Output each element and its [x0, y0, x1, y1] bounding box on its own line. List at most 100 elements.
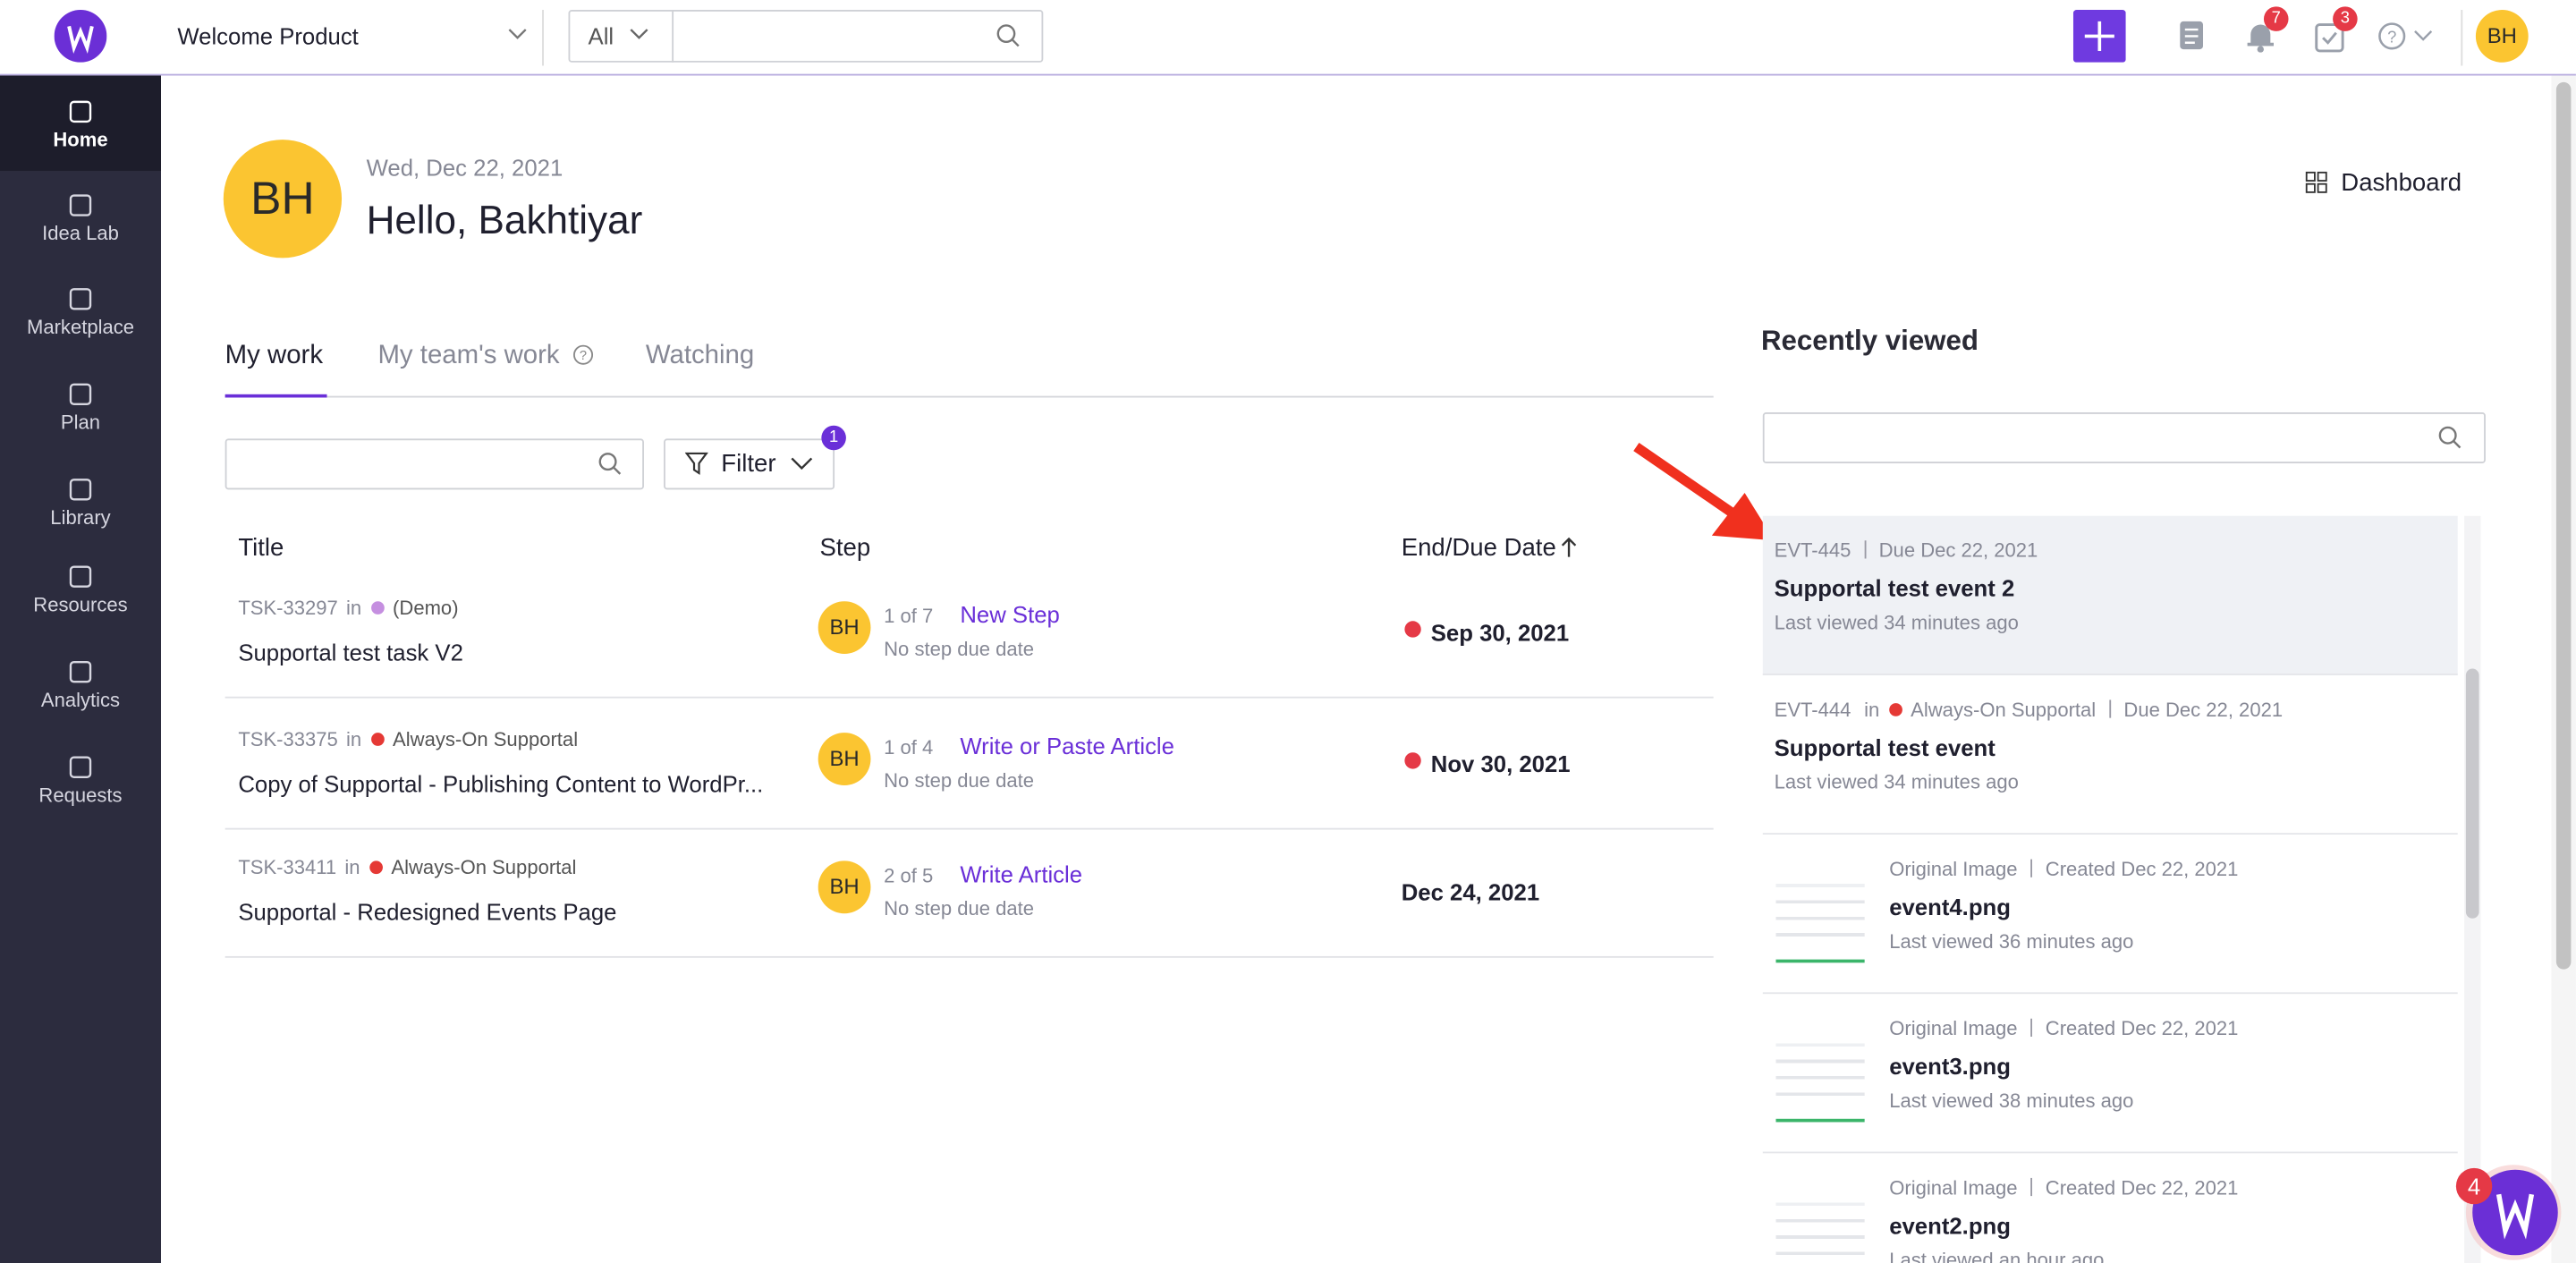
tabs-line [225, 395, 1714, 398]
recent-item[interactable]: EVT-444 in Always-On Supportal Due Dec 22, … [1762, 675, 2458, 835]
nav-item[interactable]: Library [50, 505, 111, 530]
tab[interactable]: Watching [645, 342, 755, 370]
project-name[interactable]: (Demo) [393, 596, 459, 620]
nav-item[interactable]: Resources [33, 593, 128, 616]
step-name[interactable]: Write or Paste Article [960, 733, 1174, 759]
step-name[interactable]: New Step [960, 601, 1060, 628]
nav-icon [69, 194, 92, 216]
item-meta: Original Image Created Dec 22, 2021 [1889, 1017, 2238, 1040]
item-kind: Original Image [1889, 857, 2018, 881]
task-title[interactable]: Supportal - Redesigned Events Page [238, 898, 617, 926]
notifications-icon[interactable] [2246, 20, 2275, 53]
project-dot [371, 601, 385, 615]
scroll-thumb[interactable] [2465, 668, 2479, 919]
tab-active[interactable]: My work [225, 342, 324, 370]
project-dot [369, 860, 384, 875]
work-search[interactable] [225, 438, 644, 490]
step-count: 1 of 7 [884, 604, 934, 628]
tasks-icon[interactable] [2315, 20, 2344, 53]
tasks-badge: 3 [2333, 6, 2358, 31]
nav-item[interactable]: Plan [60, 411, 101, 434]
project-name[interactable]: Always-On Supportal [393, 727, 579, 751]
dashboard-icon [2305, 171, 2327, 193]
info-icon: ? [573, 344, 594, 365]
item-meta: Original Image Created Dec 22, 2021 [1889, 1176, 2238, 1199]
in-label: in [345, 727, 362, 751]
create-button[interactable] [2072, 10, 2126, 63]
item-kind: Original Image [1889, 1176, 2018, 1199]
nav-icon [69, 383, 92, 406]
in-label: in [345, 596, 362, 620]
sort-icon[interactable] [1559, 536, 1579, 559]
assignee-avatar: BH [818, 733, 871, 785]
recent-item[interactable]: EVT-445 Due Dec 22, 2021 Supportal test ev… [1762, 515, 2458, 675]
column-header[interactable]: End/Due Date [1401, 533, 1556, 563]
item-meta: Original Image Created Dec 22, 2021 [1889, 858, 2238, 881]
overdue-icon [1404, 621, 1421, 638]
project-dot [371, 733, 385, 746]
recent-search[interactable] [1762, 412, 2486, 463]
row-divider [225, 696, 1714, 699]
column-header: Step [819, 533, 871, 563]
item-title: Supportal test event 2 [1774, 574, 2015, 602]
chevron [630, 29, 648, 39]
task-meta: TSK-33411 in Always-On Supportal [238, 856, 576, 879]
task-id: TSK-33297 [238, 596, 338, 620]
docs-icon[interactable] [2178, 20, 2204, 53]
search-scope[interactable] [568, 10, 674, 63]
recent-item[interactable]: Original Image Created Dec 22, 2021 event3… [1762, 994, 2458, 1154]
separator [2030, 1018, 2033, 1037]
item-title: Supportal test event [1774, 734, 1996, 761]
due-date: Sep 30, 2021 [1430, 619, 1570, 646]
thumbnail [1775, 1186, 1865, 1263]
step-due: No step due date [884, 896, 1035, 920]
filter-button[interactable] [664, 438, 835, 490]
nav-item[interactable]: Home [53, 128, 108, 151]
active-nav-bg [0, 75, 161, 172]
task-meta: TSK-33297 in (Demo) [238, 597, 458, 620]
recent-title: Recently viewed [1760, 325, 1979, 357]
dashboard-link[interactable]: Dashboard [2341, 169, 2462, 198]
item-title: event3.png [1889, 1053, 2011, 1080]
step-due: No step due date [884, 637, 1035, 661]
in-label: in [344, 855, 360, 879]
due-date: Dec 24, 2021 [1401, 878, 1540, 906]
task-id: TSK-33375 [238, 727, 338, 751]
user-avatar[interactable]: BH [2475, 10, 2529, 63]
recent-item[interactable]: Original Image Created Dec 22, 2021 event4… [1762, 835, 2458, 995]
task-title[interactable]: Copy of Supportal - Publishing Content t… [238, 770, 764, 797]
step-name[interactable]: Write Article [960, 860, 1083, 887]
chevron [508, 29, 527, 39]
header-avatar: BH [223, 140, 343, 259]
divider [2461, 10, 2463, 66]
assignee-avatar: BH [818, 601, 871, 655]
page-scroll-thumb[interactable] [2555, 81, 2572, 970]
recent-item[interactable]: Original Image Created Dec 22, 2021 event2… [1763, 1153, 2458, 1263]
item-date: Due Dec 22, 2021 [2123, 698, 2284, 722]
chevron [791, 457, 813, 470]
column-header: Title [238, 533, 284, 563]
task-meta: TSK-33375 in Always-On Supportal [238, 728, 578, 751]
project-name[interactable]: Always-On Supportal [391, 855, 577, 879]
nav-icon [69, 756, 92, 778]
nav-item[interactable]: Idea Lab [42, 221, 119, 245]
separator [2030, 859, 2033, 877]
item-viewed: Last viewed 34 minutes ago [1774, 770, 2019, 794]
top-bar [0, 0, 2576, 76]
logo[interactable] [54, 10, 107, 63]
nav-item[interactable]: Marketplace [26, 315, 135, 339]
task-title[interactable]: Supportal test task V2 [238, 639, 463, 665]
nav-item[interactable]: Analytics [40, 688, 121, 712]
help-menu[interactable]: ? [2377, 20, 2440, 53]
thumbnail [1775, 1026, 1865, 1123]
nav-item[interactable]: Requests [38, 784, 123, 807]
date: Wed, Dec 22, 2021 [366, 154, 564, 182]
separator [2030, 1177, 2033, 1197]
filter-icon [684, 452, 708, 475]
tab[interactable]: My team's work [377, 342, 560, 370]
sidebar [0, 75, 161, 1263]
search-box[interactable] [568, 10, 1044, 63]
workspace-name[interactable]: Welcome Product [177, 22, 359, 50]
notification-badge: 7 [2263, 6, 2289, 31]
